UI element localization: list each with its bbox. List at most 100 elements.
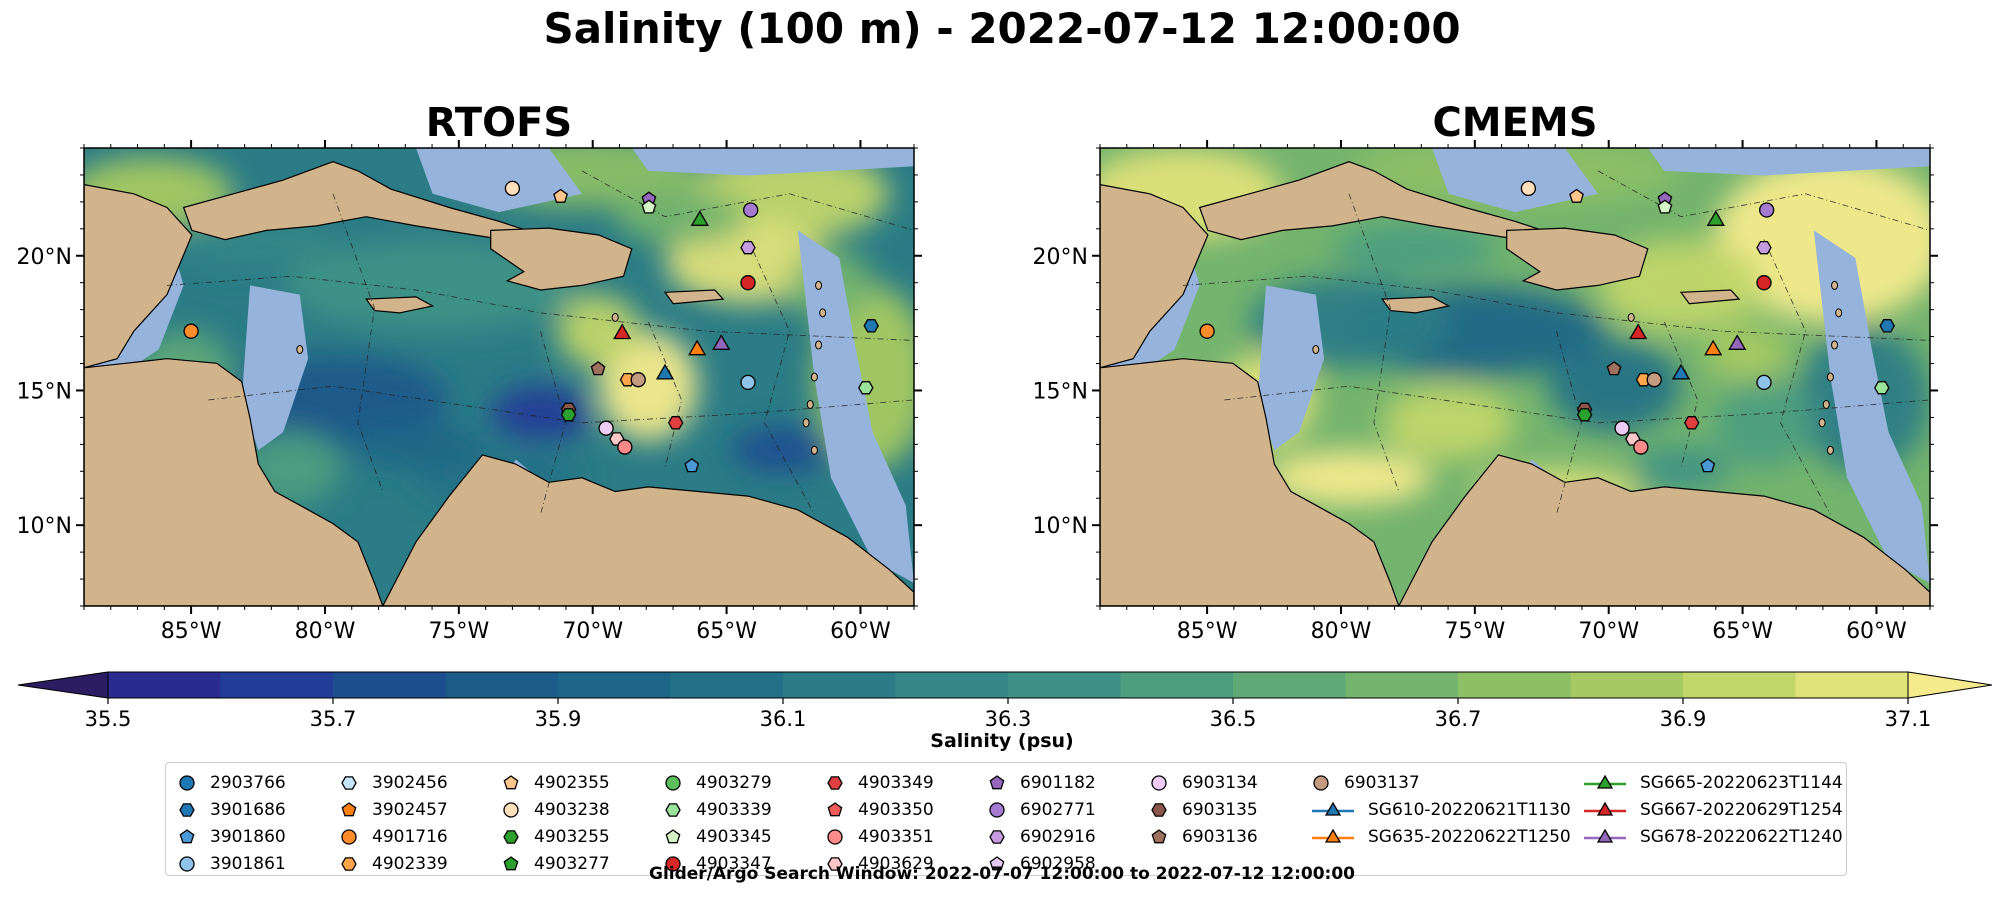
legend-label: 4903629 — [858, 853, 934, 874]
legend-marker-icon — [341, 801, 357, 816]
legend-label: 4903345 — [696, 826, 772, 847]
legend-label: 4903279 — [696, 772, 772, 793]
obs-SG678-20220622T1240 — [712, 334, 731, 350]
legend-marker — [341, 775, 357, 790]
land-puertorico — [1679, 289, 1741, 305]
legend-entry: 4903277 — [500, 850, 610, 877]
legend-marker-icon — [341, 775, 357, 790]
legend-marker-icon — [827, 856, 843, 871]
land-centralam — [1100, 358, 1400, 606]
legend-marker — [179, 855, 195, 872]
legend-entry: 2903766 — [176, 769, 286, 796]
land-southam — [1398, 454, 1930, 606]
legend-entry: 4901716 — [338, 823, 448, 850]
obs-3901686 — [1879, 319, 1895, 333]
obs-SG667-20220629T1254 — [613, 323, 632, 340]
obs-4901716 — [1199, 323, 1215, 339]
land-hispaniola — [490, 227, 633, 291]
legend-entry: 3901861 — [176, 850, 286, 877]
legend-label: 6902958 — [1020, 853, 1096, 874]
obs-6902771 — [1759, 202, 1775, 218]
obs-3901861 — [1756, 374, 1772, 391]
legend-label: 6903136 — [1182, 826, 1258, 847]
legend-marker — [341, 801, 357, 816]
legend-column: 4903279 4903339 4903345 4903347 — [662, 769, 772, 877]
colorbar-tick-label: 36.7 — [1435, 707, 1482, 731]
lon-tick-label: 60°W — [830, 619, 891, 644]
lon-tick-label: 75°W — [1444, 619, 1505, 644]
obs-6902771 — [743, 202, 759, 218]
legend-entry: 6902958 — [986, 850, 1096, 877]
land-hispaniola — [1506, 227, 1649, 291]
legend-label: 3901861 — [210, 853, 286, 874]
lat-tick-label: 15°N — [1033, 379, 1088, 404]
obs-4901716 — [183, 323, 199, 339]
obs-3901860 — [1700, 458, 1716, 473]
legend-marker-icon — [989, 801, 1005, 818]
obs-4902355 — [1569, 188, 1584, 203]
obs-6903136 — [1606, 361, 1622, 376]
obs-4903351 — [1633, 439, 1649, 455]
legend-label: 4903349 — [858, 772, 934, 793]
legend-marker — [179, 828, 195, 843]
land-yucatan — [1100, 183, 1209, 369]
obs-SG610-20220621T1130 — [1671, 363, 1691, 380]
legend-marker-icon — [341, 856, 357, 871]
legend-entry: 4903279 — [662, 769, 772, 796]
legend-label: 6903135 — [1182, 799, 1258, 820]
obs-4903345 — [641, 199, 657, 214]
colorbar: 35.5 35.7 35.9 36.1 36.3 36.5 36.7 36.9 37.1 — [17, 671, 1993, 731]
legend-entry: 3901686 — [176, 796, 286, 823]
legend-marker — [503, 774, 519, 789]
lon-tick-label: 70°W — [562, 619, 623, 644]
legend-entry: SG678-20220622T1240 — [1582, 823, 1843, 850]
land-yucatan — [84, 183, 193, 369]
legend-entry: 4903339 — [662, 796, 772, 823]
obs-4903349 — [1683, 416, 1700, 430]
legend-marker — [503, 801, 519, 818]
legend-marker-icon — [665, 828, 681, 843]
legend-marker-icon — [989, 855, 1005, 870]
legend-marker — [1151, 774, 1167, 791]
obs-6902916 — [1756, 240, 1772, 255]
legend-marker — [989, 801, 1005, 818]
legend-marker — [665, 802, 681, 817]
land-jamaica — [1381, 296, 1451, 314]
legend-marker — [179, 802, 195, 817]
legend-marker — [665, 774, 681, 791]
obs-SG635-20220622T1250 — [688, 339, 707, 356]
colorbar-tick-label: 36.9 — [1660, 707, 1707, 731]
legend-marker-icon — [1584, 828, 1626, 843]
obs-4903351 — [617, 439, 633, 455]
obs-4902355 — [553, 188, 568, 203]
legend-marker — [503, 855, 519, 870]
legend-marker-icon — [1151, 802, 1167, 817]
legend-entry: 4903629 — [824, 850, 934, 877]
legend-label: 4903350 — [858, 799, 934, 820]
legend-entry: 6903135 — [1148, 796, 1258, 823]
legend-marker-icon — [989, 774, 1005, 789]
legend-entry: 6901182 — [986, 769, 1096, 796]
legend-marker — [665, 828, 681, 843]
legend-entry: 4903351 — [824, 823, 934, 850]
legend-label: 3902457 — [372, 799, 448, 820]
legend-marker-icon — [665, 802, 681, 817]
legend-marker — [827, 828, 843, 845]
land-centralam — [84, 358, 384, 606]
obs-4902339 — [619, 372, 636, 387]
legend-marker — [179, 774, 195, 791]
legend-entry: 6902916 — [986, 823, 1096, 850]
obs-3901861 — [740, 374, 756, 391]
legend: 2903766 3901686 3901860 3901861 3902456 39024… — [165, 762, 1847, 876]
obs-6903136 — [590, 361, 606, 376]
obs-SG678-20220622T1240 — [1728, 334, 1747, 350]
obs-6903137 — [1646, 372, 1662, 388]
lat-tick-label: 15°N — [17, 379, 72, 404]
legend-marker-icon — [503, 829, 519, 844]
obs-6903134 — [1614, 420, 1630, 436]
legend-marker-icon — [665, 855, 681, 872]
obs-4903345 — [1657, 199, 1673, 214]
legend-entry: 6903134 — [1148, 769, 1258, 796]
legend-marker-icon — [503, 855, 519, 870]
land-puertorico — [663, 289, 725, 305]
